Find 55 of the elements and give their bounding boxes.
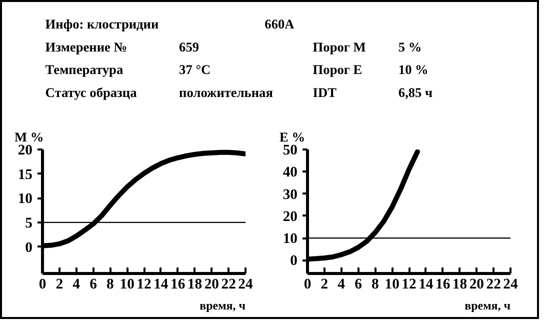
text: 6,85 ч xyxy=(398,85,434,100)
text: Измерение № xyxy=(45,39,128,54)
y-tick-label: 5 xyxy=(25,215,32,232)
x-axis-title: время, ч xyxy=(200,298,246,312)
y-axis-title: E % xyxy=(280,130,306,144)
x-tick-label: 24 xyxy=(503,276,518,292)
y-tick-label: 30 xyxy=(282,186,298,203)
y-tick-label: 0 xyxy=(290,253,298,270)
x-tick-label: 22 xyxy=(221,276,236,292)
y-tick-label: 10 xyxy=(282,231,298,248)
x-tick-label: 18 xyxy=(452,276,468,292)
text: Инфо: клостридии xyxy=(45,16,159,32)
y-tick-label: 15 xyxy=(18,166,32,183)
y-tick-label: 0 xyxy=(25,240,32,256)
text: 5 % xyxy=(398,39,422,54)
x-tick-label: 10 xyxy=(384,276,400,292)
x-tick-label: 12 xyxy=(136,276,152,292)
x-tick-label: 12 xyxy=(402,276,416,292)
x-tick-label: 2 xyxy=(56,276,64,292)
text: 659 xyxy=(179,39,200,54)
x-tick-label: 10 xyxy=(120,276,134,292)
y-tick-label: 10 xyxy=(18,191,32,208)
y-tick-label: 20 xyxy=(282,208,298,225)
x-tick-label: 4 xyxy=(338,276,346,292)
text: IDT xyxy=(312,85,337,100)
x-tick-label: 22 xyxy=(486,276,501,292)
x-tick-label: 16 xyxy=(170,276,186,292)
x-tick-label: 6 xyxy=(354,276,362,292)
x-tick-label: 2 xyxy=(320,276,328,292)
x-tick-label: 14 xyxy=(154,276,169,292)
x-axis-title: время, ч xyxy=(464,298,511,312)
x-tick-label: 20 xyxy=(469,276,484,292)
text: Температура xyxy=(45,62,124,78)
x-tick-label: 16 xyxy=(436,276,450,292)
x-tick-label: 20 xyxy=(204,276,219,292)
x-tick-label: 24 xyxy=(238,276,254,292)
x-tick-label: 0 xyxy=(38,276,46,292)
text: Порог E xyxy=(312,62,362,78)
text: Порог M xyxy=(312,39,366,54)
text: Статус образца xyxy=(45,85,138,100)
text: 10 % xyxy=(398,62,428,78)
y-tick-label: 40 xyxy=(282,164,298,181)
y-axis-title: M % xyxy=(14,130,44,144)
y-tick-label: 20 xyxy=(18,142,32,158)
x-tick-label: 14 xyxy=(418,276,434,292)
x-tick-label: 18 xyxy=(187,276,202,292)
text: 37 °C xyxy=(179,62,211,78)
text: положительная xyxy=(179,85,273,100)
y-tick-label: 50 xyxy=(282,142,298,158)
x-tick-label: 6 xyxy=(90,276,97,292)
text: 660A xyxy=(264,16,295,32)
x-tick-label: 8 xyxy=(106,276,114,292)
x-tick-label: 4 xyxy=(72,276,81,292)
x-tick-label: 8 xyxy=(372,276,379,292)
x-tick-label: 0 xyxy=(304,276,312,292)
